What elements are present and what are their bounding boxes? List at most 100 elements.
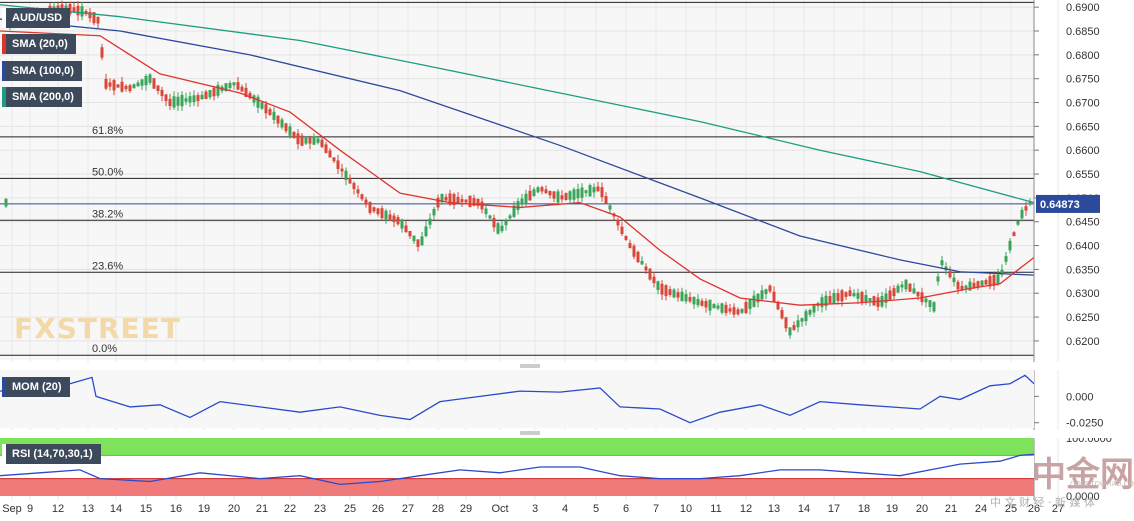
price-tick-label: 0.6600 [1066, 145, 1100, 157]
candle-body [440, 193, 444, 203]
x-tick-label: Oct [491, 503, 508, 515]
candle-body [912, 288, 916, 294]
candle-body [256, 96, 260, 108]
candle-body [732, 307, 736, 315]
candle-body [780, 309, 784, 319]
candle-body [236, 82, 240, 90]
candle-body [624, 235, 628, 240]
candle-body [264, 104, 268, 114]
candle-body [1016, 220, 1020, 225]
candle-body [96, 16, 100, 24]
candle-body [996, 274, 1000, 285]
fib-label: 100.0% [92, 0, 130, 2]
x-tick-label: 27 [402, 503, 414, 515]
candle-body [724, 304, 728, 314]
candle-body [940, 260, 944, 266]
rsi-neutral-zone [0, 455, 1034, 479]
candle-body [712, 303, 716, 309]
candle-body [432, 208, 436, 216]
candle-body [896, 285, 900, 293]
candle-body [992, 274, 996, 286]
candle-body [588, 185, 592, 197]
candle-body [900, 284, 904, 288]
candle-body [760, 290, 764, 300]
candle-body [72, 7, 76, 13]
x-tick-label: 19 [886, 503, 898, 515]
x-tick-label: 7 [653, 503, 659, 515]
candle-body [344, 170, 348, 181]
candle-body [188, 96, 192, 103]
candle-body [296, 133, 300, 145]
price-tick-label: 0.6800 [1066, 50, 1100, 62]
candle-body [380, 208, 384, 219]
candle-body [108, 82, 112, 87]
candle-body [696, 298, 700, 306]
candle-body [584, 190, 588, 194]
candle-body [1028, 201, 1032, 205]
legend-sma100: SMA (100,0) [2, 61, 82, 81]
candle-body [508, 215, 512, 219]
candle-body [196, 95, 200, 102]
candle-body [916, 291, 920, 297]
mom-tick-label: 0.000 [1066, 391, 1094, 403]
candle-body [616, 219, 620, 226]
panel-separator [0, 430, 1134, 438]
candle-body [876, 297, 880, 307]
candle-body [872, 296, 876, 306]
candle-body [792, 325, 796, 331]
candle-body [232, 82, 236, 86]
x-tick-label: 10 [680, 503, 692, 515]
candle-body [208, 90, 212, 98]
candle-body [808, 309, 812, 315]
candle-body [392, 215, 396, 223]
candle-body [460, 199, 464, 202]
fib-label: 38.2% [92, 208, 123, 220]
candle-body [980, 280, 984, 286]
candle-body [856, 292, 860, 299]
candle-body [1000, 269, 1004, 275]
current-price-label: 0.64873 [1040, 199, 1080, 211]
candle-body [716, 305, 720, 309]
legend-sma200: SMA (200,0) [2, 87, 82, 107]
candle-body [676, 292, 680, 298]
candle-body [544, 189, 548, 194]
fib-label: 23.6% [92, 260, 123, 272]
candle-body [596, 186, 600, 192]
candle-body [200, 94, 204, 100]
x-tick-label: 13 [82, 503, 94, 515]
legend-symbol: AUD/USD [2, 8, 71, 28]
candle-body [680, 291, 684, 301]
candle-body [396, 217, 400, 225]
candle-body [184, 98, 188, 102]
candle-body [728, 308, 732, 312]
candle-body [908, 283, 912, 292]
candle-body [748, 299, 752, 309]
momentum-panel: 0.000 -0.0250 [0, 370, 1103, 430]
candle-body [708, 299, 712, 311]
candle-body [1012, 232, 1016, 237]
price-tick-label: 0.6250 [1066, 312, 1100, 324]
candle-body [536, 187, 540, 193]
candle-body [656, 281, 660, 291]
candle-body [572, 189, 576, 200]
cn-sub: 中 文 财 经 · 新 媒 体 [990, 496, 1095, 509]
candle-body [692, 296, 696, 305]
fib-label: 50.0% [92, 166, 123, 178]
candle-body [640, 260, 644, 265]
candle-body [512, 205, 516, 217]
candle-body [664, 285, 668, 297]
candle-body [504, 220, 508, 226]
candle-body [892, 288, 896, 297]
candle-body [884, 293, 888, 303]
candle-body [888, 290, 892, 300]
candle-body [684, 294, 688, 302]
candle-body [652, 276, 656, 284]
candle-body [904, 279, 908, 290]
mom-plot-bg [0, 370, 1034, 428]
candle-body [540, 187, 544, 192]
candle-body [56, 5, 60, 11]
candle-body [928, 300, 932, 307]
candle-body [132, 84, 136, 89]
candle-body [556, 191, 560, 203]
